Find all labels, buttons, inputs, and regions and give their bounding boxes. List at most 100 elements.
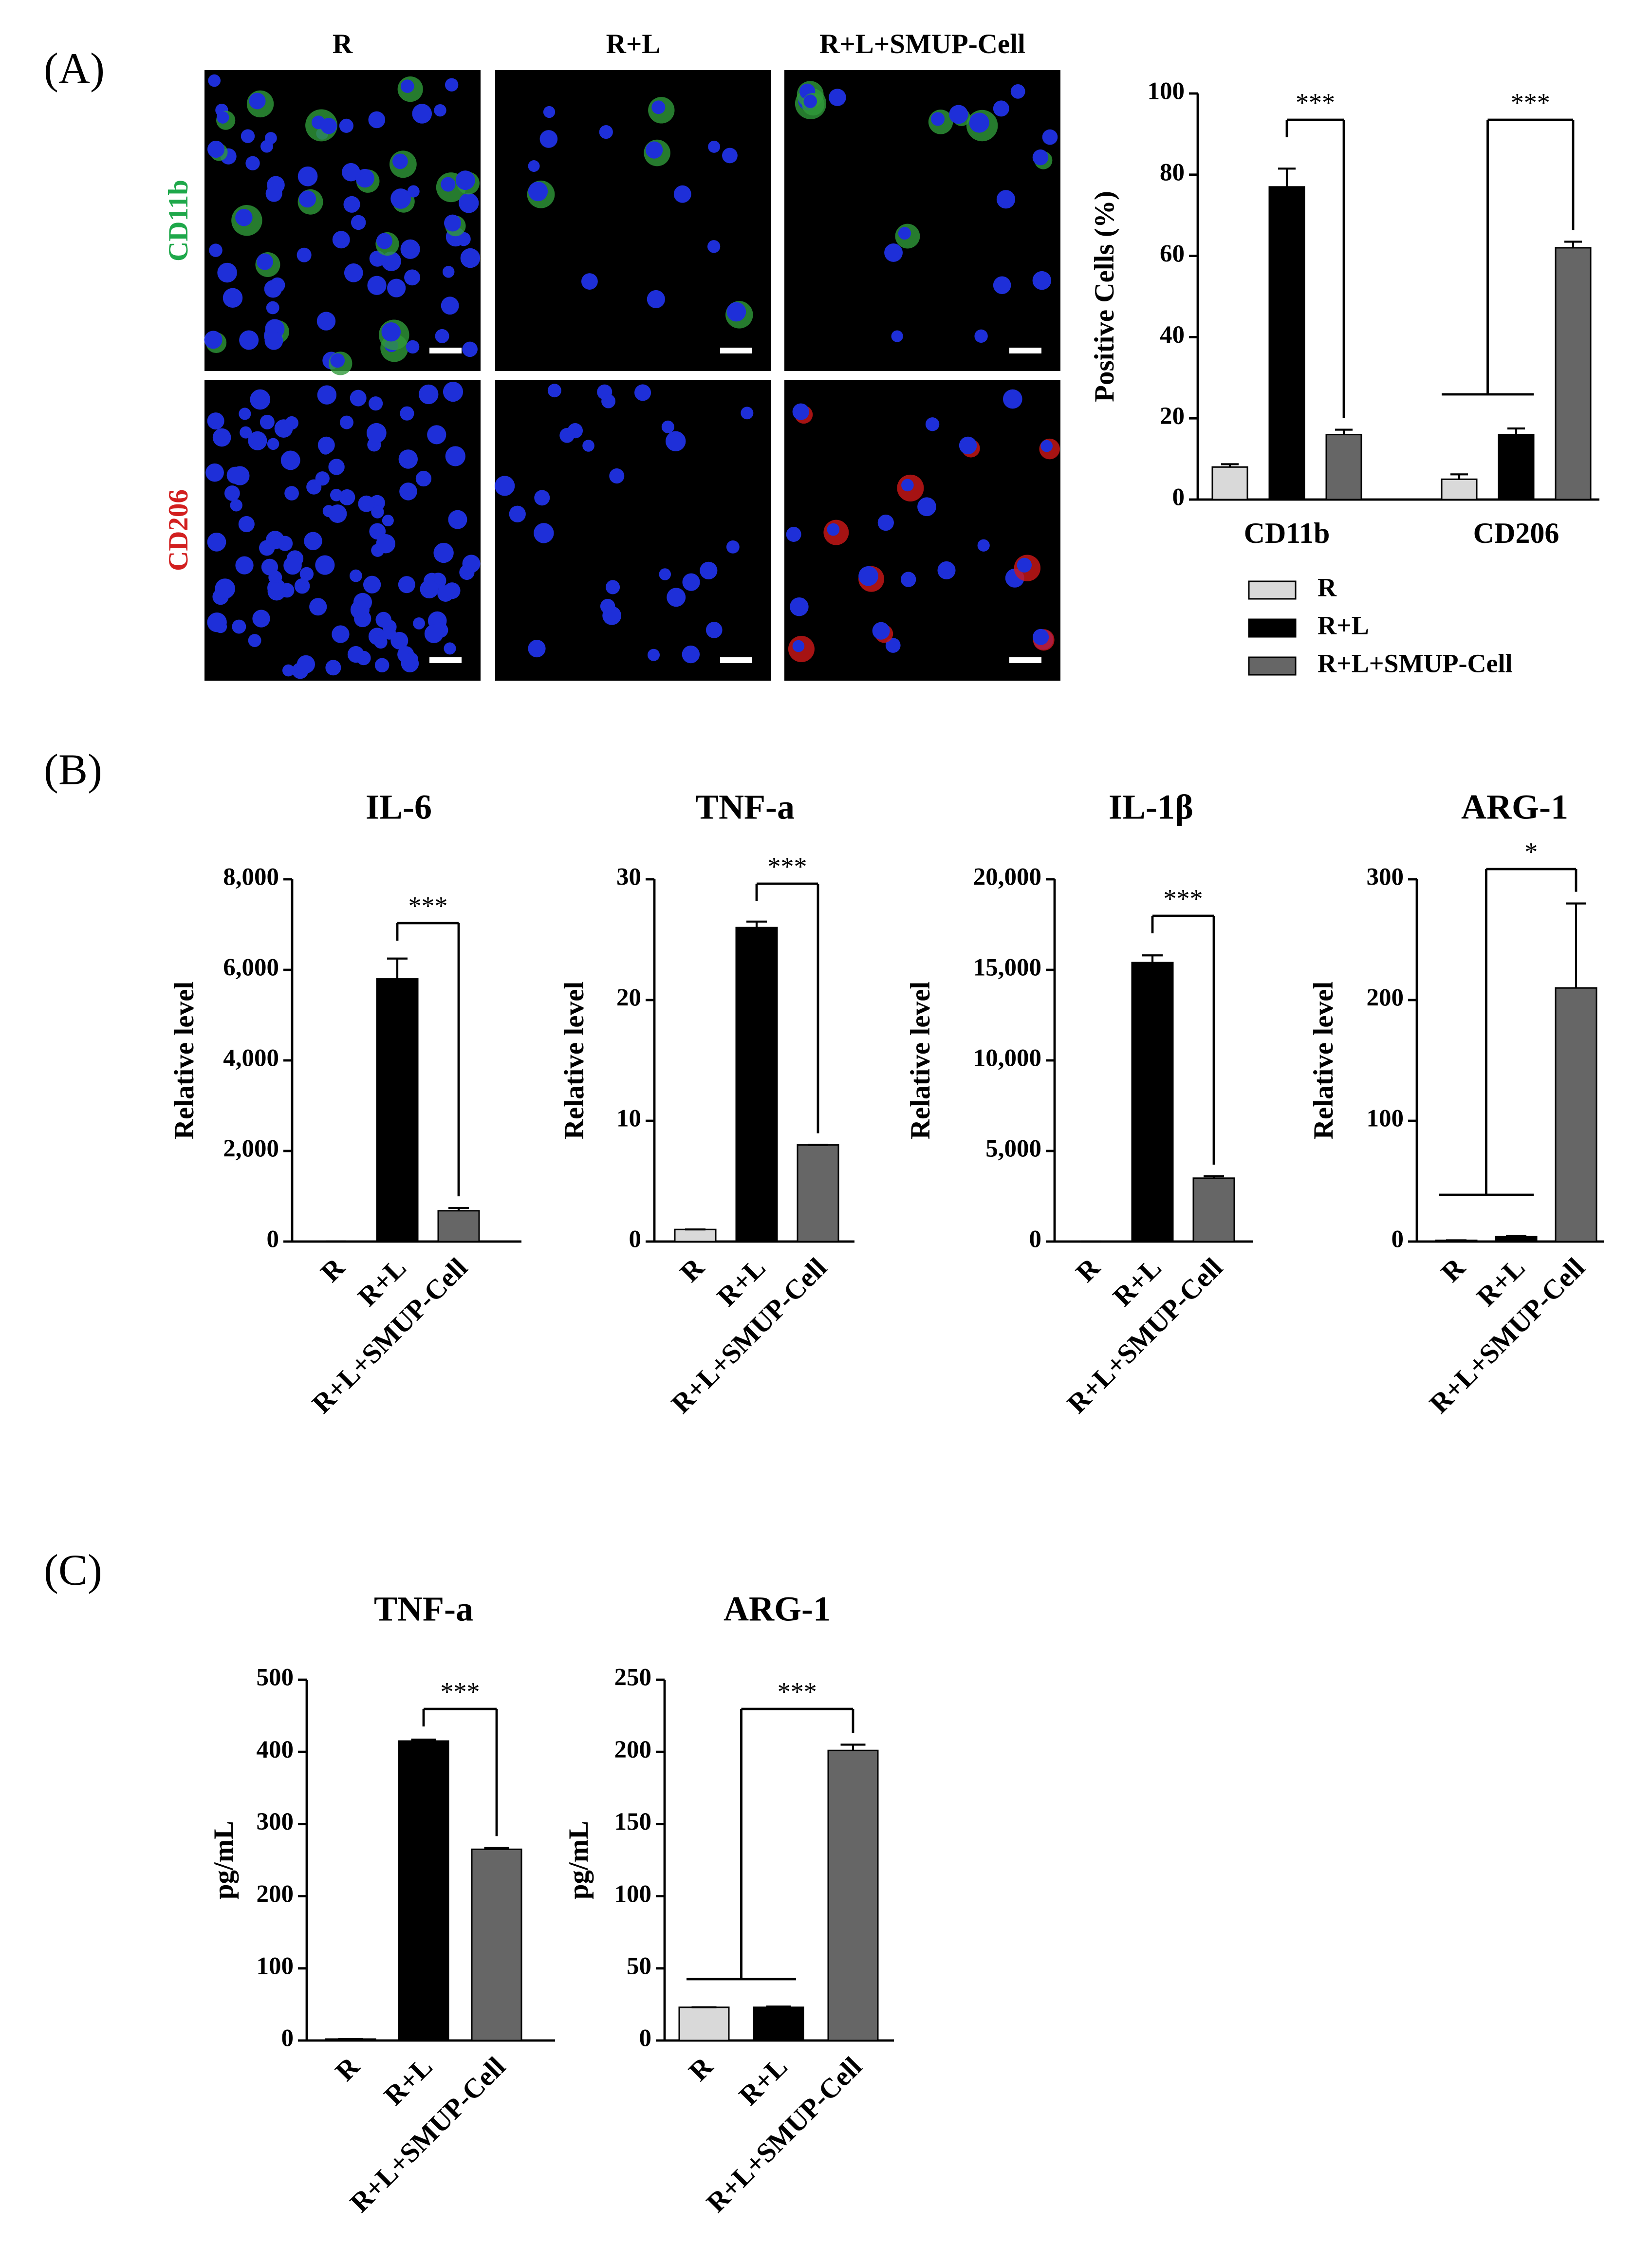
nucleus [217,262,237,283]
nucleus [601,394,616,408]
error-bar [840,1744,866,1751]
significance: * [1524,837,1538,866]
x-tick-label: R [674,1252,710,1288]
y-tick-label: 100 [1367,1105,1404,1132]
image-row-label: CD11b [163,180,194,261]
nucleus [212,428,231,447]
nucleus [282,664,295,677]
nucleus [367,276,387,295]
panel-label: (B) [44,746,102,794]
y-tick-label: 50 [627,1953,651,1980]
legend-label: R+L+SMUP-Cell [1318,649,1513,678]
nucleus [949,105,968,124]
nucleus [647,290,665,309]
nucleus [708,140,721,153]
significance: *** [441,1677,480,1706]
nucleus [248,431,267,450]
nucleus [448,510,467,529]
nucleus [441,177,456,192]
nucleus [207,532,226,552]
nucleus [339,489,355,505]
y-tick-label: 100 [257,1953,294,1980]
nucleus [666,431,686,451]
nucleus [445,78,459,92]
x-tick-label: R+L [378,2051,439,2112]
nucleus [224,485,240,501]
nucleus [885,638,901,653]
y-tick-label: 6,000 [223,954,279,982]
nucleus [444,642,456,655]
nucleus [344,263,363,282]
panel-label: (A) [44,45,105,93]
y-tick-label: 500 [257,1664,294,1691]
nucleus [382,515,394,527]
nucleus [330,353,345,368]
x-tick-label: R [330,2051,366,2087]
nucleus [937,561,956,579]
nucleus [792,403,809,420]
nucleus [741,407,754,420]
nucleus [582,440,594,452]
error-bar [1204,1175,1224,1178]
nucleus [232,619,246,634]
nucleus [435,329,449,343]
nucleus [1032,149,1049,166]
y-tick-label: 0 [1172,484,1185,511]
y-tick-label: 0 [267,1226,279,1253]
significance: *** [1164,884,1203,913]
y-tick-label: 15,000 [973,954,1041,982]
nucleus [1032,271,1052,290]
y-tick-label: 0 [1029,1226,1042,1253]
nucleus [898,226,911,240]
nucleus [444,214,461,232]
bar [797,1144,839,1243]
chart-title: ARG-1 [724,1590,831,1629]
nucleus [1010,84,1025,99]
nucleus [274,419,293,438]
error-bar [766,2005,791,2008]
nucleus [241,129,255,143]
nucleus [369,396,383,411]
error-bar [1450,473,1468,480]
nucleus [400,79,414,93]
nucleus [283,556,302,575]
error-bar [1506,1235,1526,1237]
bar [678,2006,730,2041]
nucleus [328,504,347,523]
nucleus [682,573,700,591]
nucleus [726,302,746,322]
nucleus [330,488,343,501]
scale-bar [1009,657,1041,664]
nucleus [252,610,270,628]
nucleus [792,640,805,652]
nucleus [459,193,479,213]
nucleus [366,423,387,443]
nucleus [355,168,374,188]
nucleus [427,425,446,445]
nucleus [404,269,421,286]
nucleus [443,382,464,402]
significance: *** [408,891,448,920]
nucleus [343,196,360,213]
micrograph [784,70,1060,371]
nucleus [304,532,322,551]
nucleus [328,459,345,475]
nucleus [412,104,432,124]
nucleus [567,423,583,439]
nucleus [547,384,561,398]
nucleus [235,209,253,226]
micrograph [204,380,481,681]
nucleus [376,534,395,554]
error-bar [1278,167,1296,187]
nucleus [309,598,327,616]
x-tick-label: CD11b [1244,517,1330,549]
y-tick-label: 60 [1160,240,1185,267]
micrograph [495,70,771,371]
nucleus [651,100,666,114]
scale-bar [720,348,752,354]
nucleus [419,384,439,405]
y-tick-label: 0 [1392,1226,1404,1253]
nucleus [415,470,432,487]
nucleus [647,649,660,661]
nucleus [207,140,225,158]
